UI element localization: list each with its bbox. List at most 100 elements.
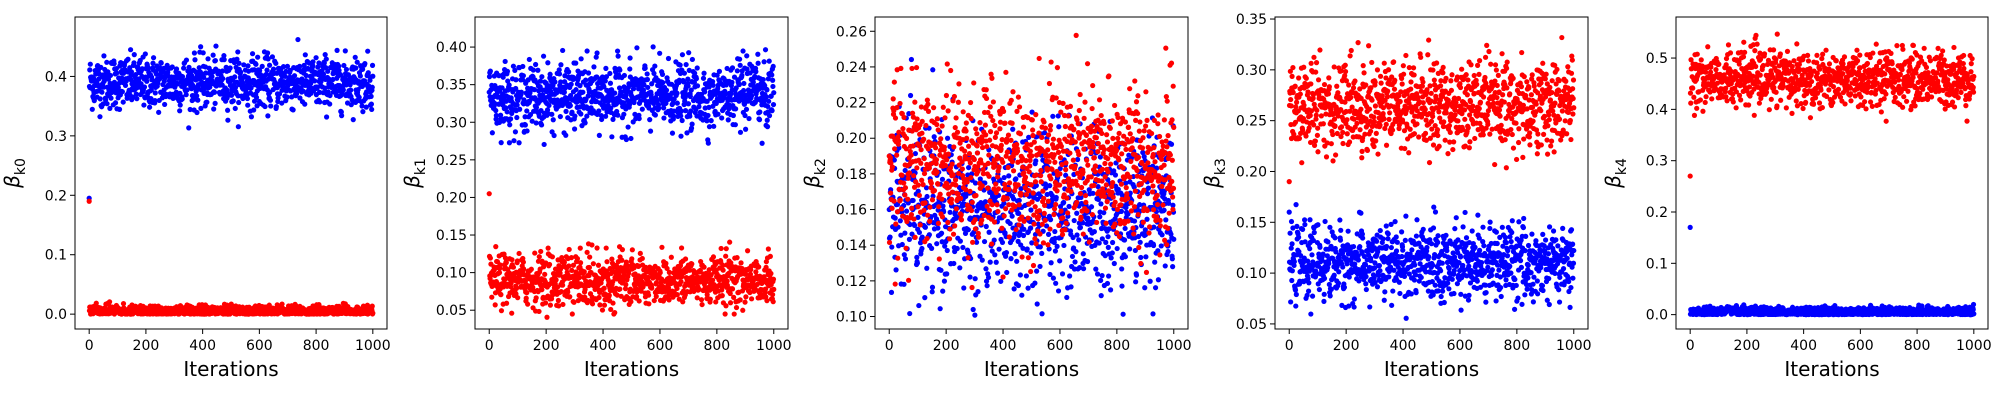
data-point	[127, 65, 133, 71]
data-point	[926, 232, 932, 238]
series-1	[86, 198, 376, 317]
data-point	[1039, 250, 1045, 257]
data-point	[739, 265, 745, 272]
data-point	[145, 65, 152, 71]
data-point	[369, 303, 375, 309]
data-point	[1028, 225, 1034, 231]
data-point	[244, 95, 251, 102]
data-point	[487, 68, 493, 74]
data-point	[525, 301, 531, 307]
data-point	[733, 304, 740, 311]
data-point	[553, 277, 559, 283]
data-point	[251, 67, 257, 73]
data-point	[487, 255, 493, 261]
data-point	[1086, 187, 1092, 193]
data-point	[571, 299, 577, 305]
data-point	[659, 71, 666, 78]
data-point	[156, 109, 162, 115]
data-point	[536, 308, 542, 315]
data-point	[313, 55, 319, 61]
data-point	[1043, 223, 1050, 229]
data-point	[301, 62, 307, 68]
data-point	[347, 82, 353, 88]
data-point	[769, 108, 775, 114]
data-point	[665, 285, 672, 291]
data-point	[557, 113, 563, 120]
data-point	[273, 103, 279, 110]
data-point	[939, 176, 946, 182]
data-point	[888, 289, 895, 295]
data-point	[536, 254, 542, 260]
data-point	[127, 47, 134, 53]
data-point	[661, 105, 667, 111]
data-point	[563, 132, 569, 138]
data-point	[559, 255, 565, 261]
data-point	[601, 84, 607, 90]
data-point	[678, 245, 685, 251]
data-point	[674, 285, 680, 292]
data-point	[533, 104, 540, 111]
data-point	[612, 90, 618, 96]
data-point	[661, 115, 667, 121]
data-point	[1006, 173, 1012, 179]
data-point	[681, 70, 688, 76]
data-point	[365, 48, 371, 54]
data-point	[574, 278, 580, 284]
y-axis-label-symbol: β	[0, 175, 24, 189]
data-point	[538, 122, 545, 128]
data-point	[198, 105, 204, 111]
data-point	[152, 90, 158, 96]
data-point	[623, 282, 629, 288]
data-point	[280, 64, 287, 70]
data-point	[656, 105, 662, 111]
data-point	[245, 63, 251, 69]
data-point	[716, 68, 723, 74]
y-tick-label: 0.4	[45, 69, 67, 85]
data-point	[915, 188, 921, 194]
data-point	[522, 114, 528, 120]
data-point	[604, 259, 610, 265]
data-point	[901, 252, 907, 258]
data-point	[174, 81, 180, 87]
data-point	[506, 140, 513, 146]
data-point	[645, 84, 651, 91]
data-point	[617, 286, 623, 292]
data-point	[1144, 216, 1150, 222]
data-point	[1025, 285, 1031, 291]
y-tick-label: 0.20	[436, 190, 467, 206]
data-point	[362, 61, 368, 67]
data-point	[539, 287, 545, 293]
data-point	[91, 98, 97, 104]
data-point	[133, 91, 139, 97]
data-point	[509, 310, 515, 316]
data-point	[639, 255, 645, 262]
data-point	[1094, 271, 1101, 277]
data-point	[514, 102, 520, 108]
data-point	[619, 247, 625, 253]
data-point	[177, 108, 183, 114]
data-point	[577, 245, 583, 251]
data-point	[527, 112, 534, 118]
data-point	[196, 65, 202, 71]
data-point	[1074, 232, 1080, 238]
data-point	[770, 299, 776, 305]
data-point	[560, 301, 566, 308]
data-point	[230, 98, 236, 104]
data-point	[327, 101, 333, 107]
data-point	[1047, 271, 1053, 278]
data-point	[573, 87, 579, 93]
data-point	[1104, 280, 1111, 287]
data-point	[542, 271, 548, 277]
data-point	[1008, 256, 1014, 262]
data-point	[696, 286, 702, 292]
data-point	[144, 78, 150, 84]
data-point	[996, 246, 1002, 252]
data-point	[609, 134, 615, 140]
data-point	[670, 100, 676, 106]
data-point	[692, 70, 698, 76]
data-point	[720, 262, 726, 268]
data-point	[770, 101, 777, 108]
data-point	[194, 109, 200, 116]
data-point	[710, 82, 716, 88]
